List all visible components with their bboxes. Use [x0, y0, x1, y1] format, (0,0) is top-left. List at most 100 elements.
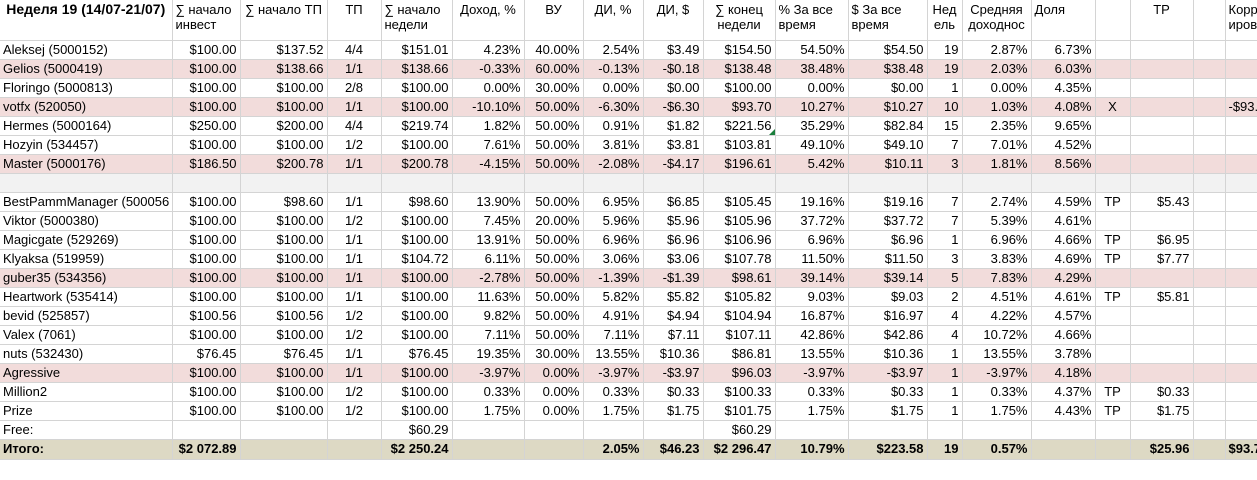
- table-cell[interactable]: $76.45: [240, 344, 328, 364]
- table-cell[interactable]: $137.52: [240, 40, 328, 60]
- table-cell[interactable]: $100.00: [240, 249, 328, 269]
- table-cell[interactable]: $38.48: [848, 59, 928, 79]
- table-cell[interactable]: 13.55%: [962, 344, 1032, 364]
- table-cell[interactable]: 1/1: [327, 192, 382, 212]
- table-cell[interactable]: 7: [927, 211, 963, 231]
- table-cell[interactable]: 7: [927, 192, 963, 212]
- table-cell[interactable]: 30.00%: [524, 344, 584, 364]
- table-cell[interactable]: $104.72: [381, 249, 453, 269]
- column-header[interactable]: $ За все время: [848, 0, 928, 41]
- column-header[interactable]: Средняя доходнос: [962, 0, 1032, 41]
- table-cell[interactable]: 1/1: [327, 230, 382, 250]
- table-cell[interactable]: 1: [927, 344, 963, 364]
- table-cell[interactable]: $100.00: [172, 78, 241, 98]
- table-cell[interactable]: $100.00: [172, 325, 241, 345]
- table-cell[interactable]: $11.50: [848, 249, 928, 269]
- row-label-cell[interactable]: bevid (525857): [0, 306, 173, 326]
- table-cell[interactable]: [1130, 40, 1194, 60]
- table-cell[interactable]: $196.61: [703, 154, 776, 174]
- table-cell[interactable]: [1225, 287, 1257, 307]
- table-cell[interactable]: $93.70: [703, 97, 776, 117]
- table-cell[interactable]: $105.82: [703, 287, 776, 307]
- table-cell[interactable]: [1130, 78, 1194, 98]
- table-cell[interactable]: 35.29%: [775, 116, 849, 136]
- table-cell[interactable]: 0.57%: [962, 439, 1032, 460]
- table-cell[interactable]: [524, 420, 584, 440]
- table-cell[interactable]: $10.11: [848, 154, 928, 174]
- table-cell[interactable]: [1193, 211, 1226, 231]
- table-cell[interactable]: 19.16%: [775, 192, 849, 212]
- table-cell[interactable]: 1.75%: [775, 401, 849, 421]
- table-cell[interactable]: $6.96: [643, 230, 704, 250]
- table-cell[interactable]: [1095, 59, 1131, 79]
- table-cell[interactable]: $96.03: [703, 363, 776, 383]
- table-cell[interactable]: [1193, 116, 1226, 136]
- table-cell[interactable]: [1095, 78, 1131, 98]
- table-cell[interactable]: $100.00: [172, 59, 241, 79]
- table-cell[interactable]: 4.18%: [1031, 363, 1096, 383]
- table-cell[interactable]: -$93.70: [1225, 97, 1257, 117]
- row-label-cell[interactable]: Viktor (5000380): [0, 211, 173, 231]
- table-cell[interactable]: $2 250.24: [381, 439, 453, 460]
- table-cell[interactable]: 42.86%: [775, 325, 849, 345]
- table-cell[interactable]: 7: [927, 135, 963, 155]
- row-label-cell[interactable]: Итого:: [0, 439, 173, 460]
- table-cell[interactable]: 4.37%: [1031, 382, 1096, 402]
- table-cell[interactable]: [1225, 59, 1257, 79]
- table-cell[interactable]: 3: [927, 249, 963, 269]
- column-header[interactable]: ТР: [1130, 0, 1194, 41]
- table-cell[interactable]: $5.82: [643, 287, 704, 307]
- table-cell[interactable]: $5.81: [1130, 287, 1194, 307]
- table-cell[interactable]: 0.33%: [775, 382, 849, 402]
- table-cell[interactable]: $10.36: [848, 344, 928, 364]
- table-cell[interactable]: [1225, 116, 1257, 136]
- table-cell[interactable]: TP: [1095, 192, 1131, 212]
- table-cell[interactable]: [1193, 344, 1226, 364]
- column-header[interactable]: ∑ конец недели: [703, 0, 776, 41]
- table-cell[interactable]: [927, 420, 963, 440]
- table-cell[interactable]: $49.10: [848, 135, 928, 155]
- table-cell[interactable]: $223.58: [848, 439, 928, 460]
- table-cell[interactable]: [848, 173, 928, 193]
- column-header[interactable]: ДИ, %: [583, 0, 644, 41]
- table-cell[interactable]: $7.77: [1130, 249, 1194, 269]
- table-cell[interactable]: [1225, 401, 1257, 421]
- table-cell[interactable]: 1: [927, 363, 963, 383]
- column-header[interactable]: ∑ начало инвест: [172, 0, 241, 41]
- column-header[interactable]: Доход, %: [452, 0, 525, 41]
- table-cell[interactable]: $7.11: [643, 325, 704, 345]
- table-cell[interactable]: -$3.97: [643, 363, 704, 383]
- table-cell[interactable]: 1/2: [327, 306, 382, 326]
- table-cell[interactable]: $100.00: [172, 268, 241, 288]
- table-cell[interactable]: $0.33: [848, 382, 928, 402]
- table-cell[interactable]: $200.00: [240, 116, 328, 136]
- table-cell[interactable]: 0.00%: [524, 363, 584, 383]
- column-header[interactable]: Нед ель: [927, 0, 963, 41]
- table-cell[interactable]: $25.96: [1130, 439, 1194, 460]
- table-cell[interactable]: 10.79%: [775, 439, 849, 460]
- table-cell[interactable]: $138.66: [240, 59, 328, 79]
- table-cell[interactable]: $1.75: [1130, 401, 1194, 421]
- table-cell[interactable]: 39.14%: [775, 268, 849, 288]
- table-cell[interactable]: $100.00: [240, 287, 328, 307]
- table-cell[interactable]: [643, 173, 704, 193]
- table-cell[interactable]: 4.69%: [1031, 249, 1096, 269]
- table-cell[interactable]: 49.10%: [775, 135, 849, 155]
- table-cell[interactable]: 11.63%: [452, 287, 525, 307]
- table-cell[interactable]: $100.00: [381, 230, 453, 250]
- table-cell[interactable]: [1095, 325, 1131, 345]
- table-cell[interactable]: 3.81%: [583, 135, 644, 155]
- table-cell[interactable]: 54.50%: [775, 40, 849, 60]
- table-cell[interactable]: $100.00: [381, 211, 453, 231]
- table-cell[interactable]: 6.96%: [583, 230, 644, 250]
- table-cell[interactable]: $5.43: [1130, 192, 1194, 212]
- table-cell[interactable]: 4.91%: [583, 306, 644, 326]
- table-cell[interactable]: 50.00%: [524, 116, 584, 136]
- table-cell[interactable]: [1225, 192, 1257, 212]
- table-cell[interactable]: 7.45%: [452, 211, 525, 231]
- table-cell[interactable]: [962, 420, 1032, 440]
- table-cell[interactable]: [1193, 135, 1226, 155]
- table-cell[interactable]: $100.00: [381, 306, 453, 326]
- column-header[interactable]: ДИ, $: [643, 0, 704, 41]
- table-cell[interactable]: $100.00: [240, 325, 328, 345]
